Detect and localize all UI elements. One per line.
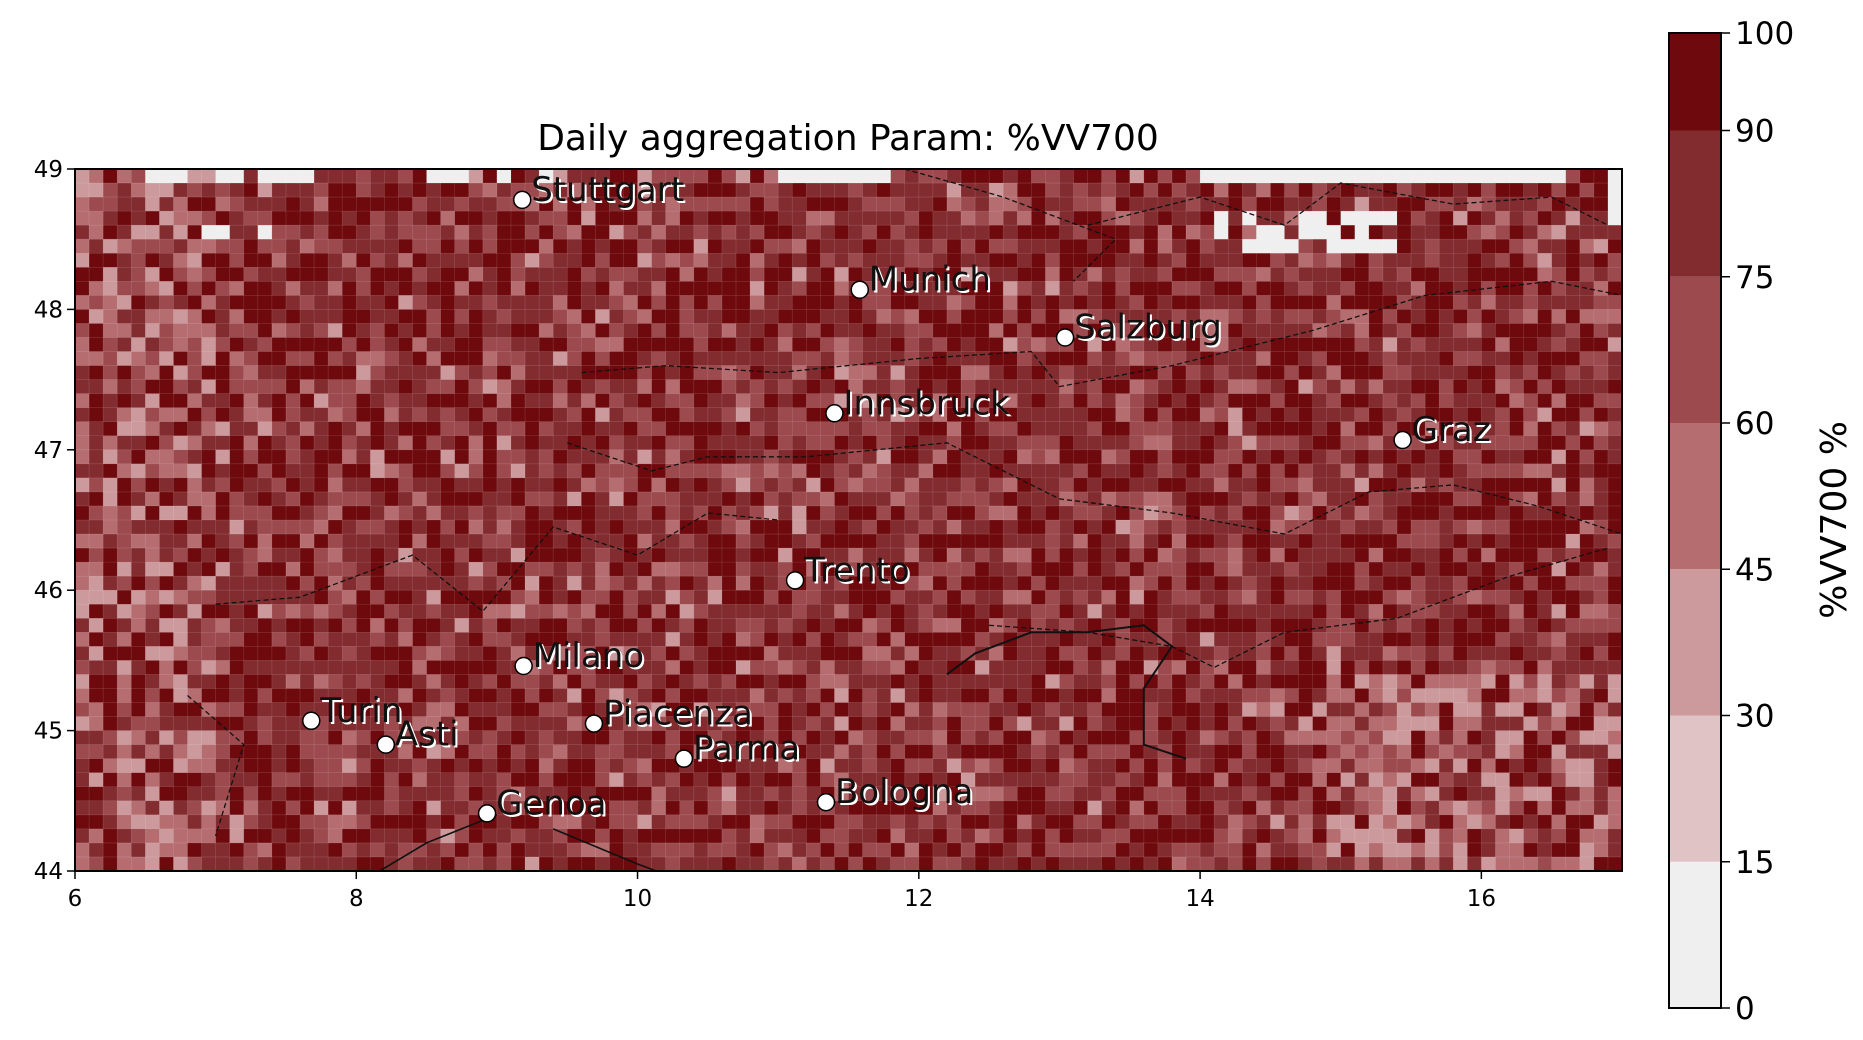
city-dot: [376, 735, 396, 754]
city-dot: [477, 804, 497, 823]
city-dot: [850, 280, 870, 299]
city-label: Innsbruck: [843, 383, 1010, 423]
city-label-shadow: Turin: [321, 693, 404, 733]
city-label: Bologna: [835, 772, 973, 812]
x-tick-label: 10: [623, 886, 652, 912]
city-label-shadow: Munich: [871, 262, 993, 302]
y-tick-label: 45: [34, 719, 63, 745]
x-tick-label: 8: [349, 886, 364, 912]
grid-lines: [75, 169, 1622, 871]
city-label-shadow: Stuttgart: [533, 172, 686, 212]
city-dot: [512, 190, 532, 210]
city-label-shadow: Trento: [805, 552, 912, 592]
city-label-shadow: Graz: [1414, 412, 1493, 452]
city-label-shadow: Bologna: [837, 774, 975, 814]
x-tick-label: 12: [904, 886, 933, 912]
x-axis: 6 8 10 12 14 16: [68, 871, 1496, 912]
city-dot: [514, 656, 533, 676]
y-axis: 44 45 46 47 48 49: [34, 157, 75, 885]
city-label: Parma: [693, 729, 800, 769]
city-dot: [302, 711, 321, 731]
city-label: Salzburg: [1074, 307, 1222, 347]
y-tick-label: 46: [34, 578, 63, 604]
y-tick-label: 44: [34, 859, 63, 885]
city-label: Milano: [533, 636, 644, 676]
city-label-shadow: Milano: [535, 638, 646, 678]
map-frame: [74, 168, 1623, 872]
colorbar-tick-label: 100: [1735, 16, 1794, 52]
city-label: Trento: [803, 550, 910, 590]
city-label: Turin: [319, 691, 402, 731]
colorbar-band: [1669, 276, 1721, 423]
x-tick-label: 14: [1185, 886, 1214, 912]
city-label-shadow: Innsbruck: [845, 385, 1012, 425]
city-label-shadow: Parma: [695, 731, 802, 771]
colorbar-tick-label: 75: [1735, 260, 1774, 296]
city-dot: [816, 792, 836, 812]
colorbar-tick-label: 30: [1735, 699, 1774, 735]
city-dot: [584, 714, 604, 733]
city-dot: [825, 404, 844, 423]
country-borders: [187, 169, 1622, 871]
data-raster: [75, 169, 1622, 871]
city-label-shadow: Piacenza: [605, 696, 755, 736]
y-tick-label: 49: [34, 157, 63, 183]
colorbar: 0 15 30 45 60 75 90 100: [1668, 16, 1794, 1027]
colorbar-frame: [1668, 32, 1722, 1009]
city-dot: [1055, 328, 1075, 347]
city-dot: [674, 749, 694, 768]
city-label: Stuttgart: [531, 170, 684, 210]
colorbar-band: [1669, 715, 1721, 862]
colorbar-tick-label: 45: [1735, 552, 1774, 588]
city-label: Genoa: [496, 783, 606, 823]
city-dot: [1393, 430, 1412, 450]
colorbar-band: [1669, 861, 1721, 1008]
colorbar-label: %VV700 %: [1814, 421, 1855, 619]
city-label-shadow: Asti: [397, 717, 461, 757]
city-label-shadow: Genoa: [498, 785, 608, 825]
city-label: Munich: [869, 260, 991, 300]
colorbar-band: [1669, 569, 1721, 716]
map-title: Daily aggregation Param: %VV700: [537, 118, 1159, 159]
colorbar-band: [1669, 423, 1721, 570]
y-tick-label: 48: [34, 297, 63, 323]
x-tick-label: 16: [1467, 886, 1496, 912]
colorbar-tick-label: 0: [1735, 991, 1755, 1027]
y-tick-label: 47: [34, 438, 63, 464]
x-tick-label: 6: [68, 886, 83, 912]
city-dot: [785, 571, 805, 590]
colorbar-tick-label: 15: [1735, 845, 1774, 881]
city-label: Asti: [395, 715, 459, 755]
city-label: Piacenza: [603, 694, 753, 734]
city-label: Graz: [1412, 410, 1491, 450]
colorbar-tick-label: 60: [1735, 406, 1774, 442]
colorbar-band: [1669, 33, 1721, 131]
colorbar-band: [1669, 130, 1721, 277]
city-label-shadow: Salzburg: [1076, 309, 1224, 349]
colorbar-tick-label: 90: [1735, 114, 1774, 150]
